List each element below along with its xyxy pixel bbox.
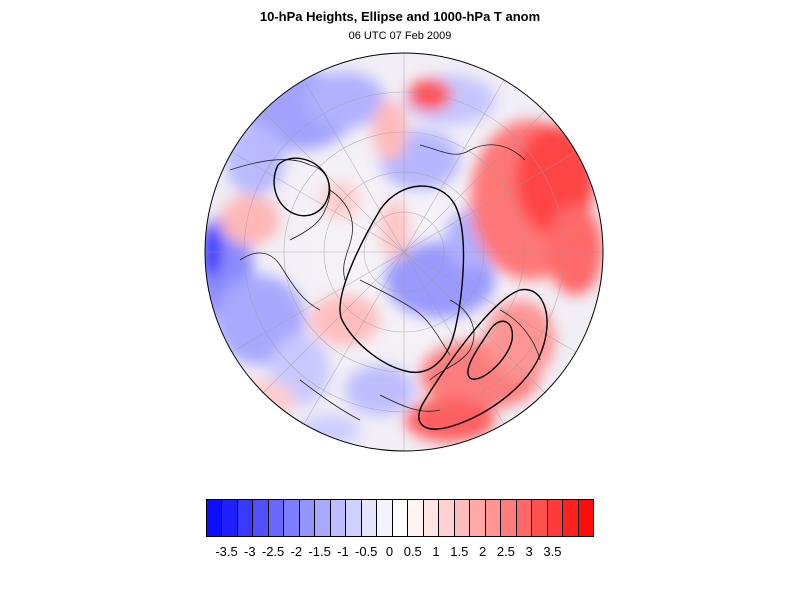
colorbar-swatch <box>532 500 548 536</box>
colorbar-tick-label: -3.5 <box>215 544 238 559</box>
colorbar-swatch <box>516 500 533 536</box>
temperature-anomaly-field <box>205 53 603 451</box>
globe-border <box>204 52 604 452</box>
colorbar-tick-label: 0.5 <box>403 544 422 559</box>
colorbar-tick-label: 2 <box>478 544 487 559</box>
colorbar-tick-label: -1 <box>337 544 349 559</box>
colorbar-swatch <box>470 500 486 536</box>
colorbar-swatch <box>439 500 455 536</box>
polar-map <box>204 52 604 452</box>
height-contours <box>273 157 548 430</box>
graticule <box>205 53 603 451</box>
colorbar <box>206 499 594 537</box>
colorbar-tick-label: -3 <box>244 544 256 559</box>
colorbar-swatch <box>330 500 347 536</box>
colorbar-swatch <box>501 500 517 536</box>
colorbar-tick-label: -2.5 <box>261 544 285 559</box>
colorbar-tick-label: 3.5 <box>543 544 562 559</box>
colorbar-swatch <box>268 500 285 536</box>
colorbar-swatch <box>563 500 579 536</box>
map-subtitle: 06 UTC 07 Feb 2009 <box>348 30 452 42</box>
colorbar-swatch <box>299 500 316 536</box>
colorbar-swatch <box>346 500 362 536</box>
colorbar-swatch <box>547 500 564 536</box>
colorbar-tick-label: -1.5 <box>308 544 331 559</box>
colorbar-swatch <box>284 500 300 536</box>
colorbar-swatch <box>207 500 223 536</box>
colorbar-swatch <box>392 500 409 536</box>
colorbar-swatch <box>377 500 393 536</box>
colorbar-tick-label: 2.5 <box>496 544 515 559</box>
colorbar-swatch <box>423 500 440 536</box>
colorbar-swatch <box>408 500 424 536</box>
colorbar-tick-label: 1.5 <box>450 544 469 559</box>
colorbar-swatch <box>485 500 502 536</box>
colorbar-tick-label: 3 <box>525 544 533 559</box>
colorbar-swatch <box>237 500 254 536</box>
colorbar-tick-label: -2 <box>290 544 303 559</box>
colorbar-swatch <box>578 500 594 536</box>
colorbar-tick-label: 0 <box>385 544 394 559</box>
map-title: 10-hPa Heights, Ellipse and 1000-hPa T a… <box>259 9 541 24</box>
colorbar-swatch <box>361 500 378 536</box>
colorbar-swatch <box>222 500 238 536</box>
colorbar-tick-label: -0.5 <box>354 544 378 559</box>
colorbar-labels: -3.5 -3 -2.5 -2 -1.5 -1 -0.5 0 0.5 1 1.5 2 2.5 3 3.5 <box>0 544 800 564</box>
colorbar-tick-label: 1 <box>432 544 440 559</box>
colorbar-swatch <box>454 500 471 536</box>
colorbar-swatch <box>315 500 331 536</box>
colorbar-swatch <box>253 500 269 536</box>
coastlines <box>229 144 541 421</box>
